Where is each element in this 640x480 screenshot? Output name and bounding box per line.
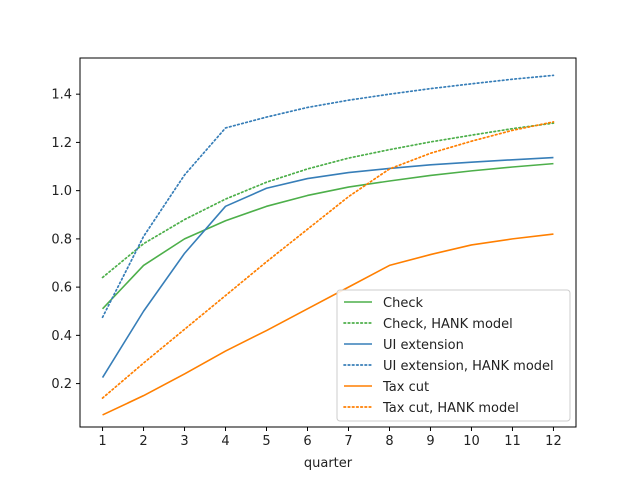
x-tick-label: 12 (545, 434, 562, 449)
x-tick-label: 7 (344, 434, 352, 449)
x-axis-title: quarter (304, 456, 353, 471)
x-tick-label: 1 (98, 434, 106, 449)
legend-label: Check, HANK model (383, 317, 513, 332)
x-tick-label: 9 (426, 434, 434, 449)
y-tick-label: 1.4 (51, 88, 72, 103)
y-tick-label: 0.6 (51, 281, 72, 296)
y-tick-label: 0.4 (51, 329, 72, 344)
series-line-1 (103, 164, 554, 309)
y-axis: 0.2 0.4 0.6 0.8 1.0 1.2 1.4 (51, 88, 80, 392)
x-tick-label: 3 (180, 434, 188, 449)
legend: Check Check, HANK model UI extension UI ext… (337, 290, 570, 421)
legend-label: UI extension, HANK model (383, 359, 554, 374)
series-line-2 (103, 123, 554, 277)
x-tick-label: 2 (139, 434, 147, 449)
y-tick-label: 1.2 (51, 136, 72, 151)
series-line-4 (103, 75, 554, 317)
legend-label: Tax cut, HANK model (382, 401, 519, 416)
x-axis: 1 2 3 4 5 6 7 8 9 10 11 12 (98, 427, 561, 449)
x-tick-label: 4 (221, 434, 229, 449)
x-tick-label: 10 (463, 434, 480, 449)
y-tick-label: 1.0 (51, 184, 72, 199)
y-tick-label: 0.2 (51, 377, 72, 392)
legend-label: UI extension (383, 338, 464, 353)
x-tick-label: 5 (262, 434, 270, 449)
legend-label: Check (383, 296, 423, 311)
legend-label: Tax cut (382, 380, 429, 395)
x-tick-label: 11 (504, 434, 521, 449)
y-tick-label: 0.8 (51, 232, 72, 247)
x-tick-label: 6 (303, 434, 311, 449)
x-tick-label: 8 (385, 434, 393, 449)
